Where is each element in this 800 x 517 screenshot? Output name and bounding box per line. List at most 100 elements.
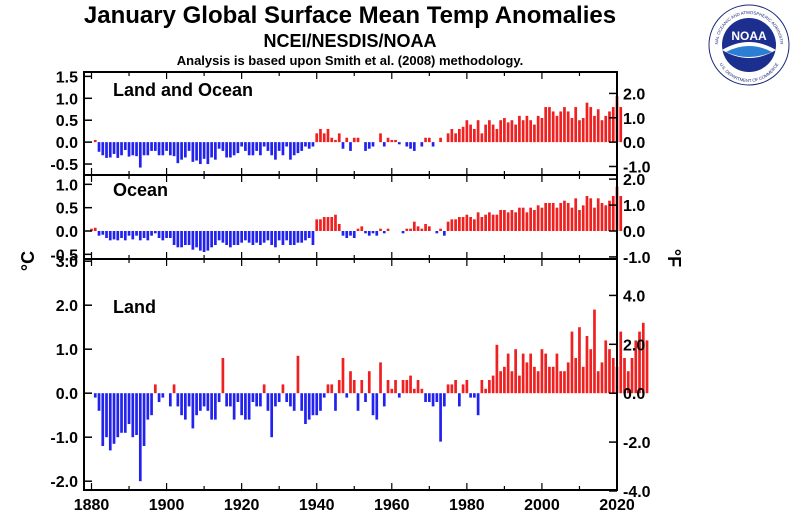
land-bar	[123, 393, 127, 433]
land-bar	[611, 358, 615, 394]
land-bar	[217, 393, 221, 402]
land-ocean-bar	[521, 120, 525, 143]
land-ocean-bar	[161, 142, 165, 156]
ocean-bar	[172, 231, 176, 245]
ocean-bar	[559, 203, 563, 231]
land-bar	[514, 349, 517, 394]
ocean-bar	[304, 231, 307, 241]
land-bar	[619, 331, 623, 394]
land-ocean-bar	[352, 137, 356, 143]
ocean-bar	[367, 231, 371, 236]
ocean-bar	[330, 217, 334, 231]
land-ocean-bar	[292, 142, 296, 156]
ocean-bar	[153, 231, 157, 234]
land-ocean-ytick-label: 1.5	[56, 69, 78, 86]
ocean-bar	[236, 231, 240, 245]
land-panel-frame	[83, 258, 618, 491]
land-bar	[195, 393, 198, 416]
xtick-label: 1900	[149, 497, 185, 514]
land-ocean-ytick-label: 1.0	[56, 91, 78, 108]
land-bar	[214, 393, 217, 420]
land-ocean-bar	[281, 142, 285, 156]
land-ocean-bar	[461, 126, 465, 143]
land-bar	[142, 393, 146, 446]
ocean-bar	[454, 219, 457, 231]
land-ocean-bar	[544, 107, 548, 143]
land-bar	[548, 366, 551, 394]
land-ocean-bar	[240, 142, 243, 147]
land-ocean-bar	[476, 120, 480, 143]
xtick-label: 1940	[299, 497, 335, 514]
ocean-bar	[424, 224, 427, 231]
ocean-bar	[349, 231, 352, 236]
ocean-bar	[371, 231, 375, 234]
land-bar	[183, 393, 187, 420]
land-ocean-bar	[251, 142, 255, 156]
ocean-bar	[510, 210, 514, 231]
land-bar	[585, 336, 589, 394]
ocean-bar	[244, 231, 247, 241]
land-ocean-bar	[97, 142, 101, 152]
land-bar	[135, 393, 138, 435]
land-ocean-bar	[540, 118, 544, 143]
land-bar	[341, 358, 345, 394]
ocean-bar	[469, 217, 472, 231]
ocean-bar	[352, 231, 356, 238]
ocean-bar	[420, 228, 424, 231]
land-bar	[551, 366, 555, 394]
chart-title: January Global Surface Mean Temp Anomali…	[83, 2, 617, 29]
land-ocean-bar	[315, 133, 319, 143]
land-bar	[138, 393, 142, 482]
ocean-bar	[401, 231, 405, 234]
ocean-bar	[341, 231, 345, 236]
ocean-bar	[112, 231, 116, 240]
ocean-bar	[506, 212, 510, 231]
land-ocean-bar	[274, 142, 277, 160]
ocean-bar	[375, 231, 379, 236]
land-bar	[131, 393, 135, 438]
land-ocean-bar	[563, 107, 566, 143]
land-bar	[315, 393, 319, 416]
land-bar	[416, 380, 420, 394]
ocean-bar	[525, 212, 529, 231]
land-ocean-bar	[116, 142, 120, 158]
land-bar	[442, 393, 446, 407]
land-bar	[589, 349, 593, 394]
ocean-bar	[529, 207, 533, 231]
land-bar	[503, 366, 506, 394]
ocean-bar	[101, 231, 105, 235]
ocean-ytick-right-label: -1.0	[623, 250, 651, 267]
ocean-bar	[105, 231, 108, 238]
land-ocean-bar	[412, 142, 416, 151]
land-bar	[563, 371, 566, 394]
ocean-bar	[521, 207, 525, 231]
ocean-bar	[247, 231, 251, 243]
land-bar	[270, 393, 274, 438]
land-bar	[180, 393, 183, 416]
land-ytick-label: -1.0	[50, 430, 78, 447]
land-ocean-bar	[458, 128, 461, 143]
ocean-bar	[514, 212, 517, 231]
land-bar	[518, 375, 521, 394]
ocean-bar	[548, 203, 551, 231]
land-bar	[473, 393, 476, 398]
land-bar	[244, 393, 247, 420]
ocean-bar	[199, 231, 202, 251]
land-bar	[319, 393, 322, 411]
ocean-bar	[360, 226, 364, 231]
ocean-bar	[480, 217, 484, 231]
y-axis-label-fahrenheit: °F	[664, 249, 684, 267]
land-ocean-bar	[379, 133, 382, 143]
land-ocean-bar	[225, 142, 228, 158]
ocean-bar	[97, 231, 101, 236]
land-bar	[285, 393, 289, 402]
land-ocean-bar	[214, 142, 217, 160]
ocean-bar	[187, 231, 191, 245]
ocean-bar	[495, 214, 499, 231]
land-bar	[371, 393, 375, 416]
land-ocean-bar	[559, 111, 563, 143]
land-bar	[176, 393, 180, 407]
land-ocean-bar	[394, 139, 397, 143]
land-bar	[581, 366, 585, 394]
ocean-bar	[274, 231, 277, 248]
